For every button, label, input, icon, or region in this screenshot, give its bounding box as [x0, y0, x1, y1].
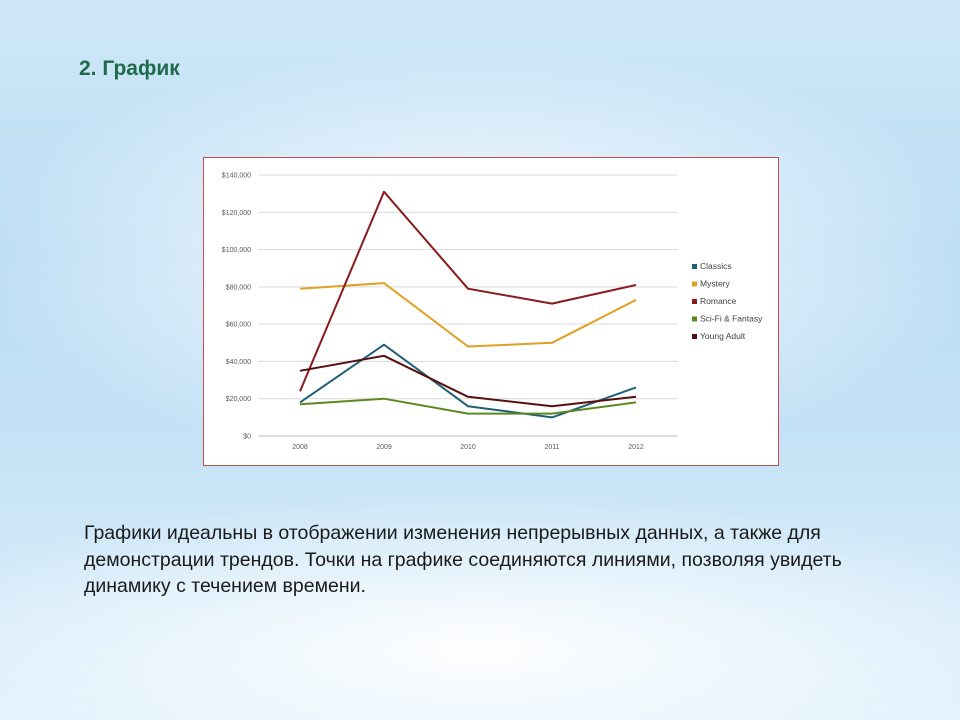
- y-tick-label: $20,000: [226, 396, 251, 403]
- x-tick-label: 2008: [292, 444, 308, 451]
- legend-swatch: [692, 299, 697, 304]
- legend-swatch: [692, 264, 697, 269]
- series-line-young-adult: [299, 354, 637, 408]
- x-tick-label: 2011: [544, 444, 559, 451]
- line-chart-svg: $0 $20,000 $40,000 $60,000 $80,000 $100,000 $1…: [222, 173, 763, 452]
- y-tick-label: $80,000: [226, 284, 251, 291]
- legend-label: Classics: [700, 261, 732, 271]
- legend-swatch: [692, 316, 697, 322]
- y-tick-label: $100,000: [222, 247, 251, 254]
- series-line-romance: [299, 190, 637, 392]
- x-tick-label: 2009: [376, 444, 392, 451]
- x-tick-label: 2012: [628, 444, 644, 451]
- y-tick-label: $40,000: [226, 359, 251, 366]
- legend-swatch: [692, 334, 697, 339]
- legend-label: Young Adult: [700, 331, 746, 341]
- y-tick-label: $120,000: [222, 210, 251, 217]
- x-tick-label: 2010: [460, 444, 476, 451]
- legend-label: Romance: [700, 296, 737, 306]
- slide-title: 2. График: [79, 57, 180, 80]
- y-tick-label: $140,000: [222, 173, 251, 180]
- series-line-mystery: [299, 282, 637, 348]
- y-tick-label: $60,000: [226, 322, 251, 329]
- line-chart: $0 $20,000 $40,000 $60,000 $80,000 $100,000 $1…: [203, 157, 779, 466]
- series-line-sci-fi-fantasy: [299, 397, 637, 415]
- legend-swatch: [692, 281, 697, 287]
- series-line-classics: [299, 343, 637, 419]
- legend-label: Mystery: [700, 279, 731, 289]
- slide-body-text: Графики идеальны в отображении изменения…: [84, 522, 842, 597]
- y-tick-label: $0: [243, 434, 251, 441]
- legend-label: Sci-Fi & Fantasy: [700, 314, 763, 324]
